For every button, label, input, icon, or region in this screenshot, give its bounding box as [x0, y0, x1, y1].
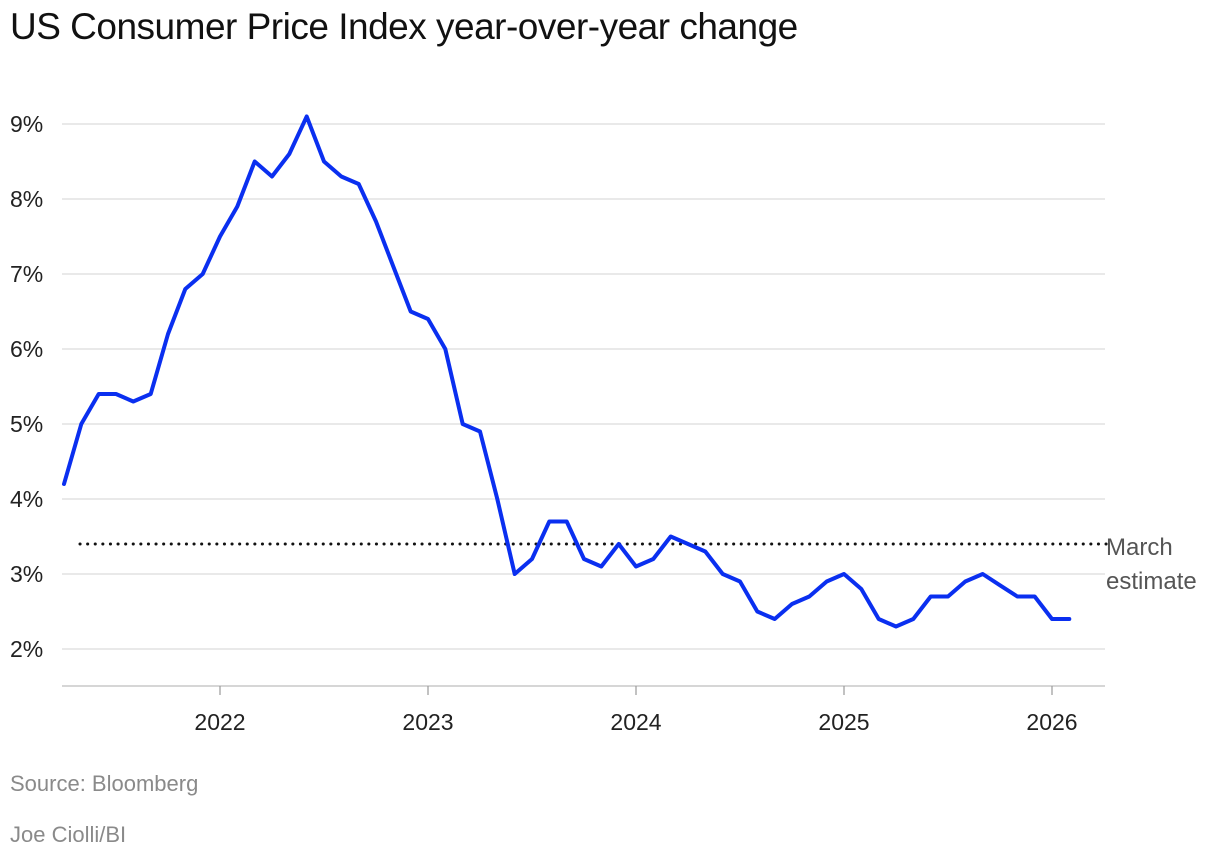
- y-tick-label-7: 7%: [10, 261, 43, 287]
- y-tick-label-9: 9%: [10, 111, 43, 137]
- y-tick-label-2: 2%: [10, 636, 43, 662]
- y-tick-label-6: 6%: [10, 336, 43, 362]
- reference-line-label: March estimate: [1106, 534, 1197, 595]
- credit-note: Joe Ciolli/BI: [10, 822, 127, 847]
- y-tick-label-3: 3%: [10, 561, 43, 587]
- source-note: Source: Bloomberg: [10, 771, 199, 796]
- y-axis: 2% 3% 4% 5% 6% 7% 8% 9%: [10, 111, 43, 662]
- x-axis: 2022 2023 2024 2025 2026: [62, 685, 1105, 735]
- line-chart: 2% 3% 4% 5% 6% 7% 8% 9% 2022 2023 2024 2025 2026 Ma…: [10, 111, 1197, 735]
- series-line-0: [62, 114, 1072, 629]
- y-tick-label-4: 4%: [10, 486, 43, 512]
- x-tick-label-2025: 2025: [818, 709, 869, 735]
- reference-label-line-1: March: [1106, 534, 1173, 561]
- reference-line-group: March estimate: [78, 534, 1197, 595]
- gridlines: [62, 123, 1105, 650]
- x-tick-label-2022: 2022: [194, 709, 245, 735]
- series-group: [62, 114, 1072, 629]
- reference-label-line-2: estimate: [1106, 568, 1197, 595]
- x-tick-label-2023: 2023: [402, 709, 453, 735]
- x-tick-label-2024: 2024: [610, 709, 661, 735]
- y-tick-label-5: 5%: [10, 411, 43, 437]
- x-tick-label-2026: 2026: [1026, 709, 1077, 735]
- y-tick-label-8: 8%: [10, 186, 43, 212]
- chart-title: US Consumer Price Index year-over-year c…: [10, 6, 798, 47]
